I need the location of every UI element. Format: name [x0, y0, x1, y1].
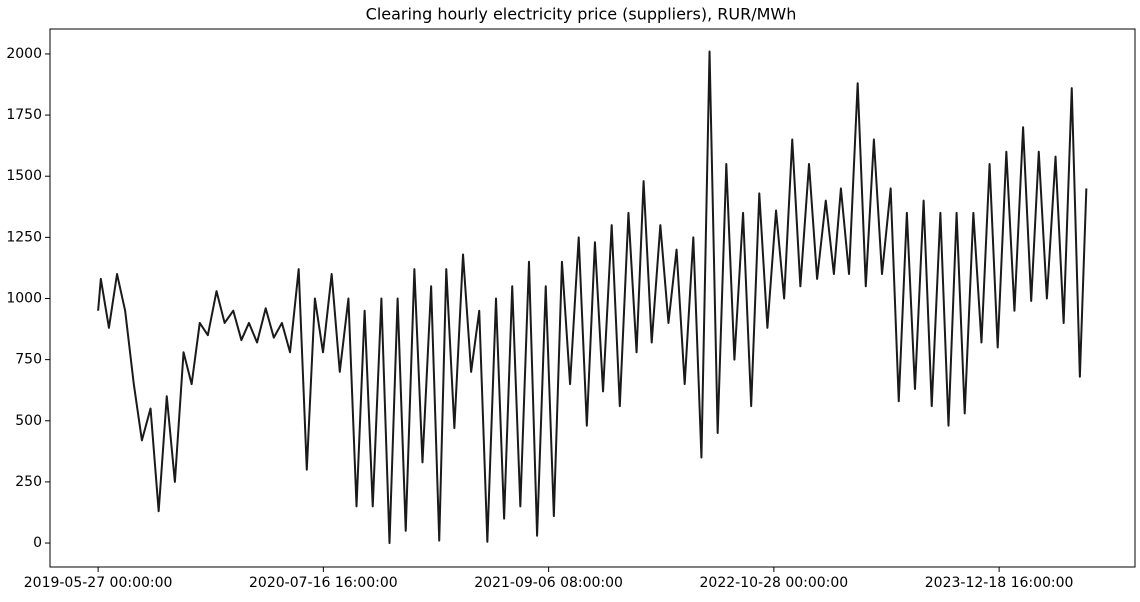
price-line	[97, 50, 1088, 545]
x-tick-label: 2021-09-06 08:00:00	[474, 575, 623, 591]
y-tick-label: 2000	[6, 46, 42, 62]
chart-title: Clearing hourly electricity price (suppl…	[366, 5, 797, 24]
y-tick-label: 250	[15, 474, 42, 490]
y-tick-label: 1000	[6, 290, 42, 306]
y-tick-label: 1500	[6, 168, 42, 184]
y-tick-label: 1250	[6, 229, 42, 245]
x-tick-label: 2023-12-18 16:00:00	[925, 575, 1074, 591]
x-tick-label: 2019-05-27 00:00:00	[24, 575, 173, 591]
y-tick-label: 500	[15, 413, 42, 429]
y-tick-label: 1750	[6, 107, 42, 123]
y-tick-label: 0	[33, 535, 42, 551]
y-tick-label: 750	[15, 352, 42, 368]
x-tick-label: 2020-07-16 16:00:00	[249, 575, 398, 591]
x-tick-label: 2022-10-28 00:00:00	[700, 575, 849, 591]
